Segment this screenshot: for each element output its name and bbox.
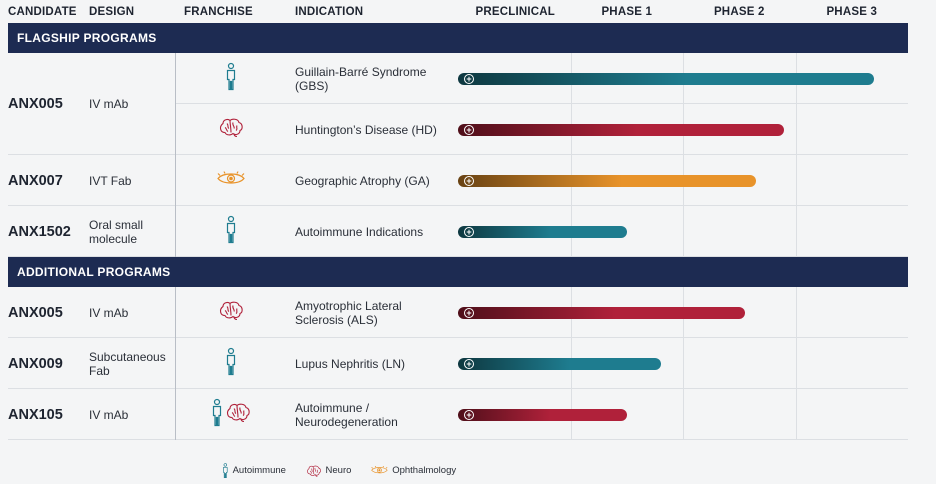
franchise-icons	[217, 170, 245, 190]
header-franchise: FRANCHISE	[184, 6, 253, 18]
header-phase-0: PRECLINICAL	[475, 6, 556, 18]
indication-label: Geographic Atrophy (GA)	[295, 173, 430, 188]
legend-label: Autoimmune	[232, 465, 286, 477]
progress-bar: +	[458, 306, 745, 319]
progress-bar: +	[458, 174, 757, 187]
person-icon	[211, 398, 223, 431]
brain-icon	[218, 117, 244, 142]
section-band: ADDITIONAL PROGRAMS	[8, 257, 908, 287]
franchise-icons	[225, 215, 237, 248]
phase-gridline	[795, 53, 797, 257]
franchise-divider	[175, 287, 176, 440]
candidate-name: ANX005	[8, 304, 63, 321]
phase-gridline	[683, 53, 684, 257]
row-divider	[8, 154, 908, 155]
row-divider	[8, 205, 908, 206]
phase-gridline	[570, 53, 572, 257]
indication-label: Lupus Nephritis (LN)	[295, 356, 406, 371]
row-divider	[8, 337, 908, 338]
plus-icon: +	[464, 175, 474, 186]
progress-bar: +	[458, 408, 627, 421]
person-icon	[222, 463, 233, 479]
plus-icon: +	[464, 409, 474, 420]
legend-item-ophthalmology: Ophthalmology	[371, 465, 456, 476]
header-phase-1: PHASE 1	[601, 6, 653, 18]
indication-label: Autoimmune Indications	[295, 224, 424, 239]
eye-icon	[217, 170, 245, 190]
design-label: IV mAb	[89, 305, 129, 320]
brain-icon	[306, 465, 326, 477]
candidate-name: ANX105	[8, 406, 63, 423]
progress-bar: +	[458, 357, 661, 370]
design-label: Oral small molecule	[89, 217, 144, 246]
plus-icon: +	[464, 73, 474, 84]
design-label: IV mAb	[89, 97, 129, 111]
phase-gridline	[795, 287, 797, 440]
franchise-icons	[225, 347, 237, 380]
candidate-name: ANX005	[8, 96, 63, 112]
candidate-name: ANX009	[8, 355, 63, 372]
progress-bar: +	[458, 225, 627, 238]
row-divider	[8, 256, 908, 257]
franchise-icons	[218, 117, 244, 142]
progress-bar: +	[458, 72, 875, 85]
franchise-divider	[175, 53, 176, 257]
header-indication: INDICATION	[295, 6, 364, 18]
row-divider	[8, 388, 908, 389]
person-icon	[225, 62, 237, 95]
plus-icon: +	[464, 226, 474, 237]
header-phase-3: PHASE 3	[826, 6, 878, 18]
plus-icon: +	[464, 307, 474, 318]
row-divider	[8, 439, 908, 440]
indication-label: Guillain-Barré Syndrome (GBS)	[295, 64, 427, 93]
legend-item-autoimmune: Autoimmune	[222, 463, 286, 479]
candidate-name: ANX1502	[8, 223, 71, 240]
legend-label: Ophthalmology	[392, 465, 457, 477]
section-band: FLAGSHIP PROGRAMS	[8, 23, 908, 53]
eye-icon	[371, 466, 392, 474]
person-icon	[225, 215, 237, 248]
franchise-icons	[225, 62, 237, 95]
legend-item-neuro: Neuro	[306, 465, 351, 477]
progress-bar: +	[458, 123, 785, 136]
indication-label: Huntington’s Disease (HD)	[295, 122, 437, 137]
person-icon	[225, 347, 237, 380]
design-label: IVT Fab	[89, 173, 132, 188]
header-phase-2: PHASE 2	[713, 6, 765, 18]
design-label: Subcutaneous Fab	[89, 349, 166, 378]
indication-label: Amyotrophic Lateral Sclerosis (ALS)	[295, 298, 402, 327]
phase-gridline	[683, 287, 684, 440]
indication-label: Autoimmune / Neurodegeneration	[295, 400, 398, 429]
design-label: IV mAb	[89, 407, 129, 422]
legend-label: Neuro	[325, 465, 352, 477]
plus-icon: +	[464, 358, 474, 369]
header-design: DESIGN	[89, 6, 135, 18]
brain-icon	[225, 402, 251, 427]
header-candidate: CANDIDATE	[8, 6, 77, 18]
legend: Autoimmune Neuro Ophthalmology	[222, 463, 476, 479]
franchise-icons	[218, 300, 244, 325]
candidate-name: ANX007	[8, 172, 63, 189]
plus-icon: +	[464, 124, 474, 135]
brain-icon	[218, 300, 244, 325]
franchise-icons	[211, 398, 251, 431]
row-divider	[176, 103, 908, 104]
